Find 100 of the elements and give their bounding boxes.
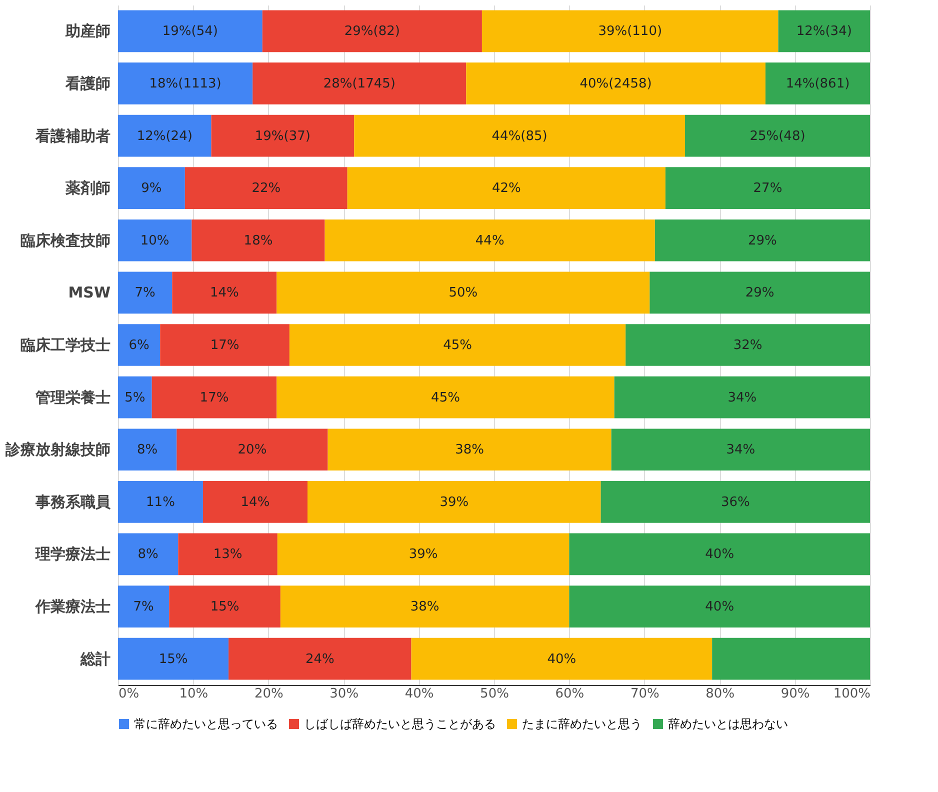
data-label: 15% bbox=[210, 600, 240, 615]
x-tick-label: 10% bbox=[179, 686, 208, 702]
bar bbox=[172, 272, 277, 314]
bar bbox=[482, 10, 778, 52]
bar bbox=[160, 324, 290, 366]
data-label: 34% bbox=[726, 442, 756, 458]
bar bbox=[280, 586, 570, 628]
data-label: 22% bbox=[252, 181, 281, 196]
y-tick-label: 診療放射線技師 bbox=[4, 440, 110, 459]
bar bbox=[252, 62, 466, 104]
bar bbox=[328, 428, 612, 471]
data-label: 45% bbox=[443, 338, 472, 353]
bar bbox=[118, 324, 160, 366]
bar bbox=[152, 376, 277, 418]
data-label: 40% bbox=[705, 547, 734, 562]
data-label: 19%(37) bbox=[254, 128, 310, 144]
x-tick-label: 70% bbox=[630, 686, 660, 702]
data-label: 40% bbox=[547, 652, 576, 667]
data-label: 14%(861) bbox=[786, 76, 850, 92]
x-tick-label: 60% bbox=[555, 686, 584, 702]
data-label: 40% bbox=[705, 600, 734, 615]
bar bbox=[276, 376, 614, 418]
data-label: 12%(24) bbox=[136, 128, 192, 144]
x-tick-label: 90% bbox=[780, 686, 810, 702]
data-label: 39%(110) bbox=[598, 24, 662, 40]
data-label: 50% bbox=[448, 286, 478, 301]
data-label: 5% bbox=[124, 390, 146, 406]
data-label: 17% bbox=[210, 338, 240, 353]
bar bbox=[202, 481, 308, 523]
y-tick-label: 作業療法士 bbox=[34, 598, 110, 616]
bar bbox=[118, 114, 212, 157]
legend-label: たまに辞めたいと思う bbox=[522, 717, 642, 731]
data-label: 10% bbox=[140, 233, 170, 248]
bar bbox=[650, 272, 870, 314]
bar bbox=[347, 167, 666, 209]
data-label: 7% bbox=[133, 600, 154, 615]
data-label: 29% bbox=[748, 233, 777, 248]
bar bbox=[176, 428, 328, 471]
bar bbox=[118, 533, 178, 576]
x-tick-label: 30% bbox=[330, 686, 359, 702]
data-label: 13% bbox=[213, 547, 242, 562]
y-tick-label: 看護師 bbox=[64, 74, 110, 92]
bar bbox=[466, 62, 766, 104]
data-label: 44%(85) bbox=[492, 128, 548, 144]
y-tick-label: 理学療法士 bbox=[34, 545, 110, 564]
y-tick-label: 臨床工学技士 bbox=[20, 336, 110, 354]
bar bbox=[169, 586, 280, 628]
x-tick-label: 80% bbox=[706, 686, 735, 702]
data-label: 8% bbox=[138, 547, 158, 562]
data-label: 17% bbox=[200, 390, 229, 406]
data-label: 42% bbox=[492, 181, 521, 196]
bar bbox=[118, 62, 253, 104]
bar bbox=[778, 10, 870, 52]
bar bbox=[118, 638, 229, 680]
bar bbox=[118, 428, 177, 471]
legend-label: しばしば辞めたいと思うことがある bbox=[304, 717, 496, 731]
y-tick-label: 総計 bbox=[80, 650, 110, 668]
bar bbox=[289, 324, 626, 366]
bar bbox=[118, 219, 192, 262]
bar bbox=[765, 62, 870, 104]
data-label: 20% bbox=[238, 442, 267, 458]
bar bbox=[600, 481, 870, 523]
data-label: 29% bbox=[745, 286, 774, 301]
data-label: 28%(1745) bbox=[323, 76, 396, 92]
bar bbox=[654, 219, 870, 262]
data-label: 18% bbox=[244, 233, 273, 248]
data-label: 11% bbox=[146, 494, 175, 510]
data-label: 29%(82) bbox=[344, 24, 400, 40]
bar bbox=[178, 533, 278, 576]
bar bbox=[184, 167, 348, 209]
y-tick-label: 薬剤師 bbox=[64, 179, 110, 198]
data-label: 27% bbox=[753, 181, 782, 196]
data-label: 44% bbox=[475, 233, 504, 248]
data-label: 6% bbox=[128, 338, 150, 353]
data-label: 39% bbox=[440, 494, 469, 510]
bar bbox=[324, 219, 655, 262]
bar bbox=[308, 481, 601, 523]
bar bbox=[614, 376, 870, 418]
y-tick-label: 看護補助者 bbox=[34, 126, 110, 145]
bar bbox=[569, 533, 870, 576]
data-label: 12%(34) bbox=[796, 24, 852, 40]
y-tick-label: MSW bbox=[68, 284, 111, 302]
y-tick-label: 臨床検査技師 bbox=[20, 231, 110, 250]
y-tick-label: 管理栄養士 bbox=[34, 388, 110, 406]
data-label: 38% bbox=[455, 442, 484, 458]
data-label: 19%(54) bbox=[162, 24, 218, 40]
data-label: 14% bbox=[240, 494, 270, 510]
data-label: 34% bbox=[728, 390, 757, 406]
bar bbox=[276, 272, 650, 314]
bar bbox=[118, 586, 170, 628]
legend-label: 辞めたいとは思わない bbox=[668, 717, 788, 731]
data-label: 25%(48) bbox=[750, 128, 806, 144]
data-label: 7% bbox=[134, 286, 156, 301]
data-label: 32% bbox=[733, 338, 762, 353]
bar bbox=[118, 167, 185, 209]
bar bbox=[118, 376, 152, 418]
bar bbox=[665, 167, 870, 209]
data-label: 14% bbox=[210, 286, 239, 301]
data-label: 8% bbox=[137, 442, 158, 458]
data-label: 39% bbox=[408, 547, 438, 562]
